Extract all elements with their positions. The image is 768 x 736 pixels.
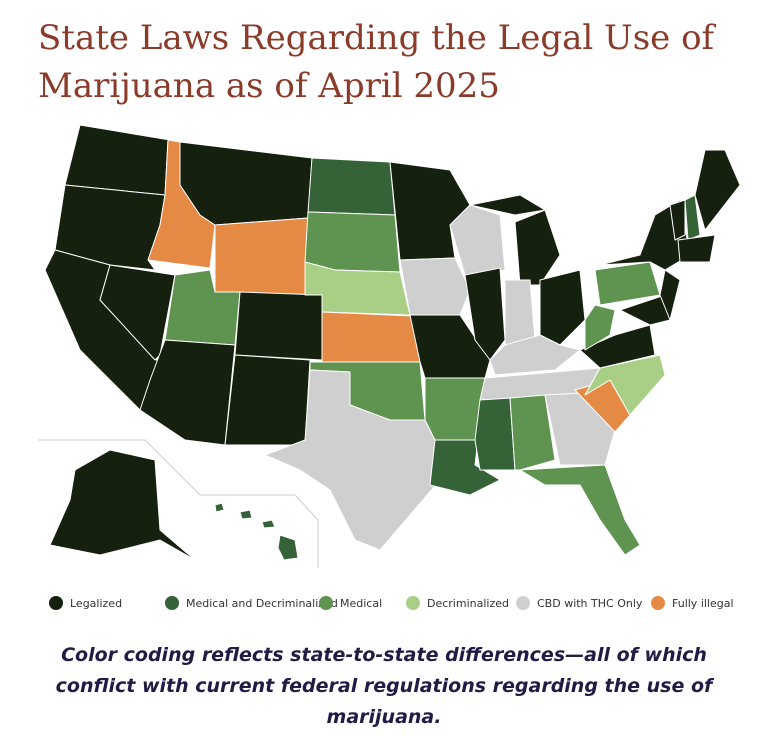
- legend-swatch: [49, 596, 63, 610]
- legend-label: Medical and Decriminalized: [186, 597, 338, 610]
- caption: Color coding reflects state-to-state dif…: [55, 644, 713, 728]
- state: [659, 269, 681, 321]
- state: [234, 291, 323, 361]
- state: [544, 392, 616, 466]
- state: [684, 194, 701, 241]
- state: [694, 149, 741, 231]
- state: [139, 339, 236, 446]
- state: [224, 354, 311, 446]
- inset-border: [38, 439, 201, 496]
- legend-swatch: [165, 596, 179, 610]
- legend-swatch: [651, 596, 665, 610]
- state: [514, 209, 561, 286]
- state: [99, 264, 176, 361]
- state: [304, 211, 401, 273]
- state: [239, 509, 253, 520]
- state: [584, 304, 616, 351]
- state: [214, 217, 309, 296]
- state: [469, 194, 546, 216]
- inset-border: [200, 494, 319, 568]
- legend-swatch: [406, 596, 420, 610]
- state: [509, 394, 556, 471]
- inset-borders: [38, 439, 319, 568]
- state: [579, 324, 656, 369]
- state: [399, 257, 471, 316]
- legend-label: Decriminalized: [427, 597, 509, 610]
- legend-label: CBD with THC Only: [537, 597, 643, 610]
- state: [669, 199, 686, 241]
- state: [539, 269, 586, 346]
- us-map: [38, 124, 741, 568]
- legend-label: Medical: [340, 597, 382, 610]
- legend-label: Legalized: [70, 597, 122, 610]
- state: [64, 124, 171, 196]
- legend-swatch: [516, 596, 530, 610]
- state: [677, 234, 716, 263]
- legend-label: Fully illegal: [672, 597, 734, 610]
- state: [261, 519, 276, 529]
- state: [594, 261, 661, 306]
- state: [277, 534, 299, 561]
- state: [489, 334, 581, 376]
- state: [179, 141, 313, 226]
- legend: Legalized Medical and Decriminalized Medic…: [49, 596, 734, 610]
- state: [519, 464, 641, 556]
- states: [44, 124, 741, 561]
- title: State Laws Regarding the Legal Use of Ma…: [38, 18, 715, 106]
- state: [449, 204, 506, 276]
- state: [214, 502, 225, 513]
- state: [307, 157, 396, 216]
- legend-swatch: [319, 596, 333, 610]
- state: [464, 267, 506, 361]
- state: [49, 449, 196, 561]
- state: [474, 397, 516, 471]
- state: [504, 279, 536, 346]
- state: [321, 311, 421, 363]
